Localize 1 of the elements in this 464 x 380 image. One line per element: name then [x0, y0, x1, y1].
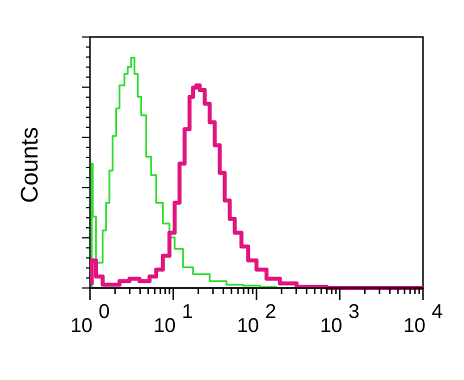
y-axis-title: Counts: [16, 126, 44, 204]
